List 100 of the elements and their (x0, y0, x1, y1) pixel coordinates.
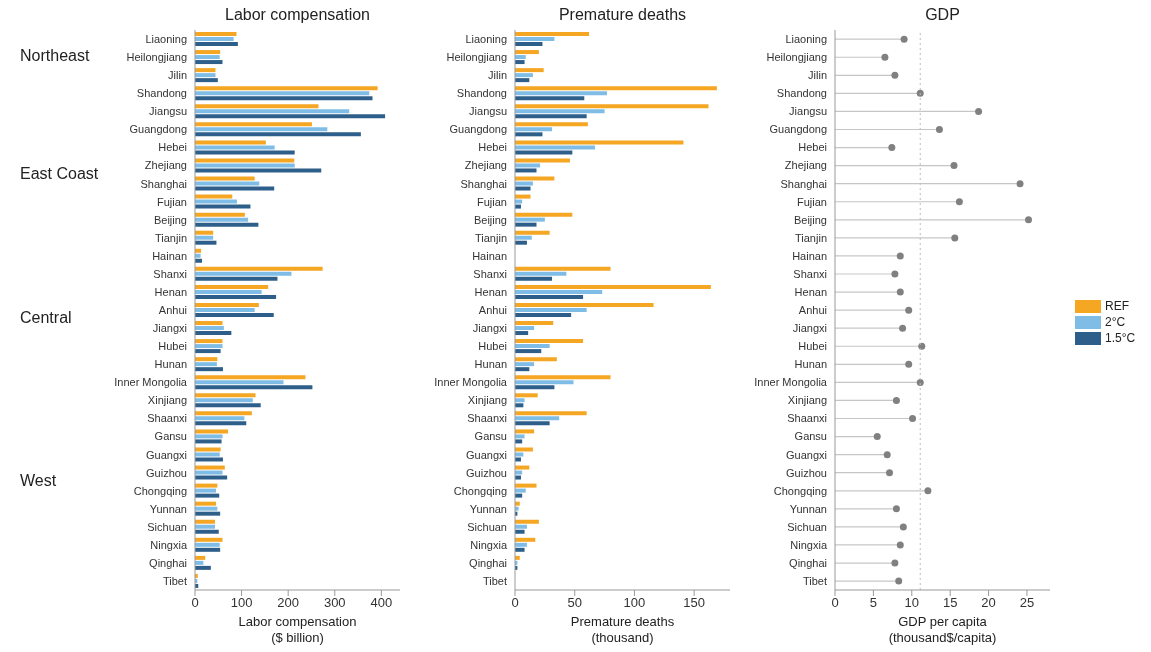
x-tick-label: 0 (191, 595, 199, 611)
bar (515, 55, 526, 60)
y-tick-label: Gansu (154, 430, 187, 443)
bar (515, 194, 531, 199)
point (886, 469, 894, 477)
bar (515, 163, 541, 168)
y-tick-label: Shandong (456, 87, 507, 100)
bar (195, 284, 269, 289)
y-tick-label: Inner Mongolia (754, 376, 828, 389)
bar (195, 452, 220, 457)
bar (515, 32, 590, 36)
x-tick-label: 10 (904, 595, 920, 611)
bar (195, 145, 275, 150)
x-tick-label: 150 (683, 595, 706, 611)
point (900, 35, 908, 43)
bar (515, 235, 532, 240)
bar (195, 86, 378, 91)
point (955, 198, 963, 206)
x-tick-label: 100 (623, 595, 646, 611)
y-tick-label: Hainan (152, 249, 187, 262)
bar (515, 367, 530, 372)
y-tick-label: Chongqing (133, 484, 187, 497)
bar (195, 501, 216, 506)
bar (195, 96, 373, 101)
x-tick-label: 0 (831, 595, 839, 611)
bar (195, 434, 223, 439)
bar (195, 398, 253, 403)
bar (195, 565, 211, 570)
bar (195, 50, 221, 55)
y-tick-label: Tianjin (795, 231, 827, 244)
y-tick-label: Shaanxi (147, 412, 187, 425)
bar (195, 271, 292, 276)
x-tick-label: 50 (567, 595, 582, 611)
y-tick-label: Shaanxi (787, 412, 827, 425)
bar (195, 511, 221, 516)
bar (515, 465, 530, 470)
x-tick-label: 20 (981, 595, 996, 611)
y-tick-label: Jiangxi (152, 322, 187, 335)
y-tick-label: Henan (794, 285, 827, 298)
y-tick-label: Jiangxi (472, 322, 507, 335)
y-tick-label: Guangxi (786, 448, 827, 461)
bar (515, 109, 605, 114)
bar (195, 367, 223, 372)
y-tick-label: Tianjin (155, 231, 187, 244)
bar (515, 349, 542, 354)
bar (195, 42, 238, 46)
y-tick-label: Inner Mongolia (114, 376, 188, 389)
bar (195, 68, 216, 73)
y-tick-label: Hunan (474, 358, 507, 371)
y-tick-label: Tibet (162, 574, 187, 587)
bar (515, 230, 550, 235)
bar (195, 122, 312, 127)
x-tick-label: 25 (1019, 595, 1035, 611)
bar (515, 122, 588, 127)
y-tick-label: Shandong (136, 87, 187, 100)
bar (195, 109, 350, 114)
bar (515, 529, 525, 534)
bar (515, 434, 525, 439)
y-tick-label: Henan (154, 285, 187, 298)
y-tick-label: Ningxia (470, 538, 508, 551)
y-tick-label: Guangdong (449, 123, 507, 136)
y-tick-label: Shaanxi (467, 412, 507, 425)
y-tick-label: Hebei (158, 141, 187, 154)
point (888, 144, 896, 152)
bar (515, 488, 526, 493)
bar (195, 457, 223, 462)
bar (195, 470, 223, 475)
y-tick-label: Zhejiang (464, 159, 507, 172)
y-tick-label: Guangxi (466, 448, 507, 461)
y-tick-label: Hubei (798, 340, 827, 353)
bar (195, 357, 218, 362)
bar (515, 393, 538, 398)
bar (195, 276, 278, 281)
bar (515, 524, 527, 529)
y-tick-label: Chongqing (453, 484, 507, 497)
bar (515, 362, 535, 367)
bar (515, 222, 537, 227)
text: Northeast (20, 47, 90, 66)
y-tick-label: Shanxi (473, 267, 507, 280)
y-tick-label: Yunnan (469, 502, 507, 515)
y-tick-label: Hubei (158, 340, 187, 353)
bar (515, 398, 525, 403)
bar (195, 60, 223, 65)
bar (195, 493, 220, 498)
bar (195, 294, 277, 299)
bar (195, 331, 232, 336)
bar (515, 429, 535, 434)
bar (515, 380, 574, 385)
point (891, 270, 899, 278)
y-tick-label: Heilongjiang (766, 51, 827, 64)
bar (515, 385, 555, 390)
y-tick-label: Jilin (168, 69, 187, 82)
bar (515, 140, 684, 145)
bar (195, 150, 295, 155)
point (1025, 216, 1032, 224)
bar (515, 217, 545, 222)
point (909, 415, 917, 423)
y-tick-label: Fujian (157, 195, 187, 208)
x-tick-label: 400 (370, 595, 393, 611)
y-tick-label: Anhui (158, 304, 187, 316)
